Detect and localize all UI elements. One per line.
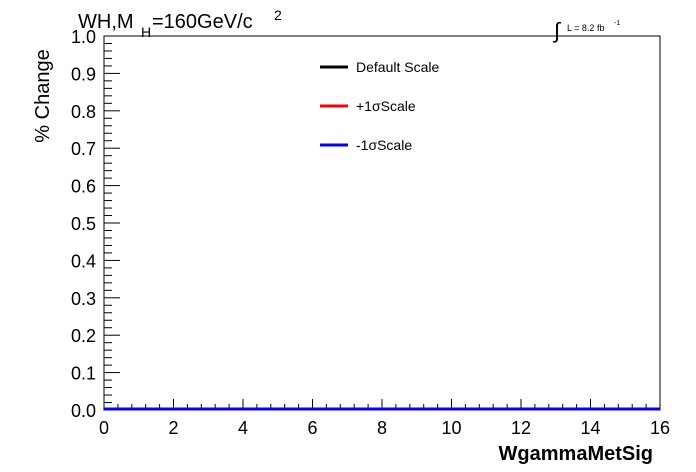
chart-title-sup: 2	[274, 7, 282, 23]
legend: Default Scale +1σScale -1σScale	[320, 59, 439, 153]
y-tick-label: 0.3	[71, 289, 96, 309]
x-tick-label: 16	[650, 418, 670, 438]
x-tick-label: 12	[511, 418, 531, 438]
chart-title-main: WH,M	[78, 11, 134, 33]
x-tick-label: 4	[238, 418, 248, 438]
x-tick-label: 10	[441, 418, 461, 438]
lumi-label: L = 8.2 fb	[567, 23, 604, 33]
legend-label-default: Default Scale	[356, 59, 439, 75]
x-tick-label: 2	[168, 418, 178, 438]
lumi-sup: -1	[614, 20, 620, 27]
x-tick-label: 0	[99, 418, 109, 438]
y-tick-label: 0.5	[71, 214, 96, 234]
chart-title-sub: H	[141, 24, 151, 40]
y-tick-label: 0.8	[71, 102, 96, 122]
x-ticks: 0 2 4 6 8 10 12 14 16	[99, 399, 670, 438]
y-tick-label: 0.6	[71, 177, 96, 197]
x-tick-label: 14	[580, 418, 600, 438]
x-tick-label: 6	[307, 418, 317, 438]
y-tick-label: 0.1	[71, 364, 96, 384]
x-axis-label: WgammaMetSig	[499, 443, 653, 465]
y-ticks: 0.0 0.1 0.2 0.3 0.4 0.5 0.6 0.7 0.8 0.9 1.0	[71, 27, 120, 421]
y-tick-label: 0.9	[71, 64, 96, 84]
y-axis-label: % Change	[32, 49, 54, 142]
y-tick-label: 0.0	[71, 401, 96, 421]
legend-label-minus: -1σScale	[356, 137, 412, 153]
y-tick-label: 0.4	[71, 251, 96, 271]
plot-frame	[103, 35, 661, 411]
legend-label-plus: +1σScale	[356, 98, 416, 114]
x-tick-label: 8	[377, 418, 387, 438]
lumi-symbol: ∫	[552, 18, 562, 43]
y-tick-label: 0.7	[71, 139, 96, 159]
y-tick-label: 0.2	[71, 326, 96, 346]
y-tick-label: 1.0	[71, 27, 96, 47]
chart-title-rest: =160GeV/c	[152, 11, 253, 33]
